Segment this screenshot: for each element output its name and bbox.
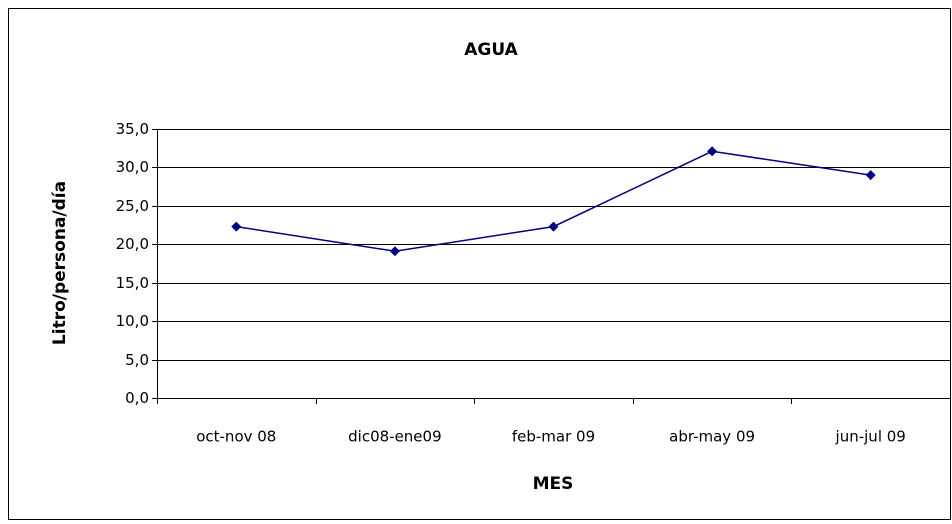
point	[707, 146, 718, 157]
point	[389, 246, 400, 257]
y-axis-title: Litro/persona/día	[50, 181, 70, 345]
point	[865, 170, 876, 181]
y-tick-label: 25,0	[116, 197, 149, 215]
chart-title: AGUA	[464, 40, 518, 60]
x-tick-label: abr-may 09	[669, 428, 755, 446]
chart-border	[8, 8, 951, 520]
x-axis-title: MES	[533, 474, 574, 494]
x-tick-label: dic08-ene09	[348, 428, 442, 446]
x-tick-label: feb-mar 09	[512, 428, 595, 446]
y-tick-label: 0,0	[125, 389, 149, 407]
y-tick-label: 15,0	[116, 274, 149, 292]
y-tick-label: 30,0	[116, 158, 149, 176]
x-tick-label: jun-jul 09	[835, 428, 906, 446]
y-tick-label: 10,0	[116, 312, 149, 330]
x-tick-label: oct-nov 08	[196, 428, 276, 446]
y-tick-label: 20,0	[116, 235, 149, 253]
y-tick-label: 5,0	[125, 351, 149, 369]
y-tick-label: 35,0	[116, 120, 149, 138]
point	[548, 221, 559, 232]
point	[231, 221, 242, 232]
